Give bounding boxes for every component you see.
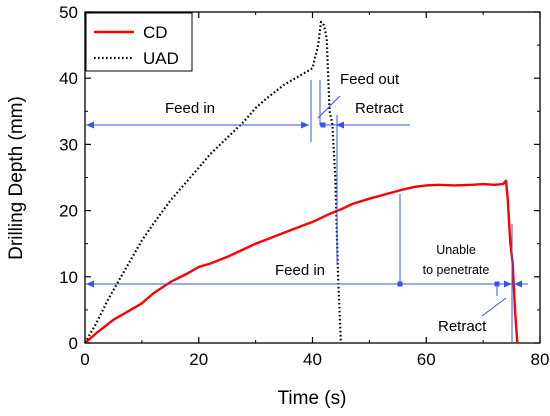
uad-feed-in-arrowhead-left (86, 121, 94, 129)
annotation-uad-feed-out: Feed out (340, 71, 400, 88)
y-axis-title: Drilling Depth (mm) (6, 96, 27, 260)
annotation-cd-feed-in: Feed in (275, 262, 325, 279)
legend-label-cd: CD (143, 23, 168, 42)
legend-box (85, 12, 193, 72)
y-tick-label: 30 (59, 135, 78, 154)
annotation-cd-unable-line2: to penetrate (423, 263, 490, 277)
x-tick-label: 20 (189, 350, 208, 369)
uad-feed-out-marker (320, 122, 326, 128)
tick-labels: 0 20 40 60 80 0 10 20 30 40 50 (59, 3, 549, 369)
annotation-cd-unable-line1: Unable (436, 243, 476, 257)
annotation-uad-feed-in: Feed in (165, 100, 215, 117)
y-tick-label: 10 (59, 268, 78, 287)
cd-retract-leader (481, 297, 507, 317)
x-tick-label: 40 (303, 350, 322, 369)
x-tick-label: 60 (417, 350, 436, 369)
uad-feed-in-arrowhead-right (301, 121, 309, 129)
x-axis-title: Time (s) (278, 388, 347, 409)
annotation-lines (86, 80, 528, 343)
uad-retract-arrowhead (336, 121, 344, 129)
annotation-uad-retract: Retract (355, 100, 404, 117)
y-tick-label: 40 (59, 69, 78, 88)
y-tick-label: 0 (69, 334, 78, 353)
x-tick-label: 0 (80, 350, 89, 369)
annotation-cd-retract: Retract (438, 318, 487, 335)
y-tick-label: 20 (59, 202, 78, 221)
y-tick-label: 50 (59, 3, 78, 22)
cd-retract-arrowhead (514, 280, 522, 288)
cd-unable-arrowhead (504, 280, 512, 288)
series-line-uad (84, 20, 342, 344)
legend: CD UAD (85, 12, 193, 72)
cd-feed-in-arrowhead-left (86, 280, 94, 288)
uad-feed-out-leader (317, 95, 341, 119)
legend-label-uad: UAD (143, 49, 179, 68)
x-tick-label: 80 (531, 350, 550, 369)
